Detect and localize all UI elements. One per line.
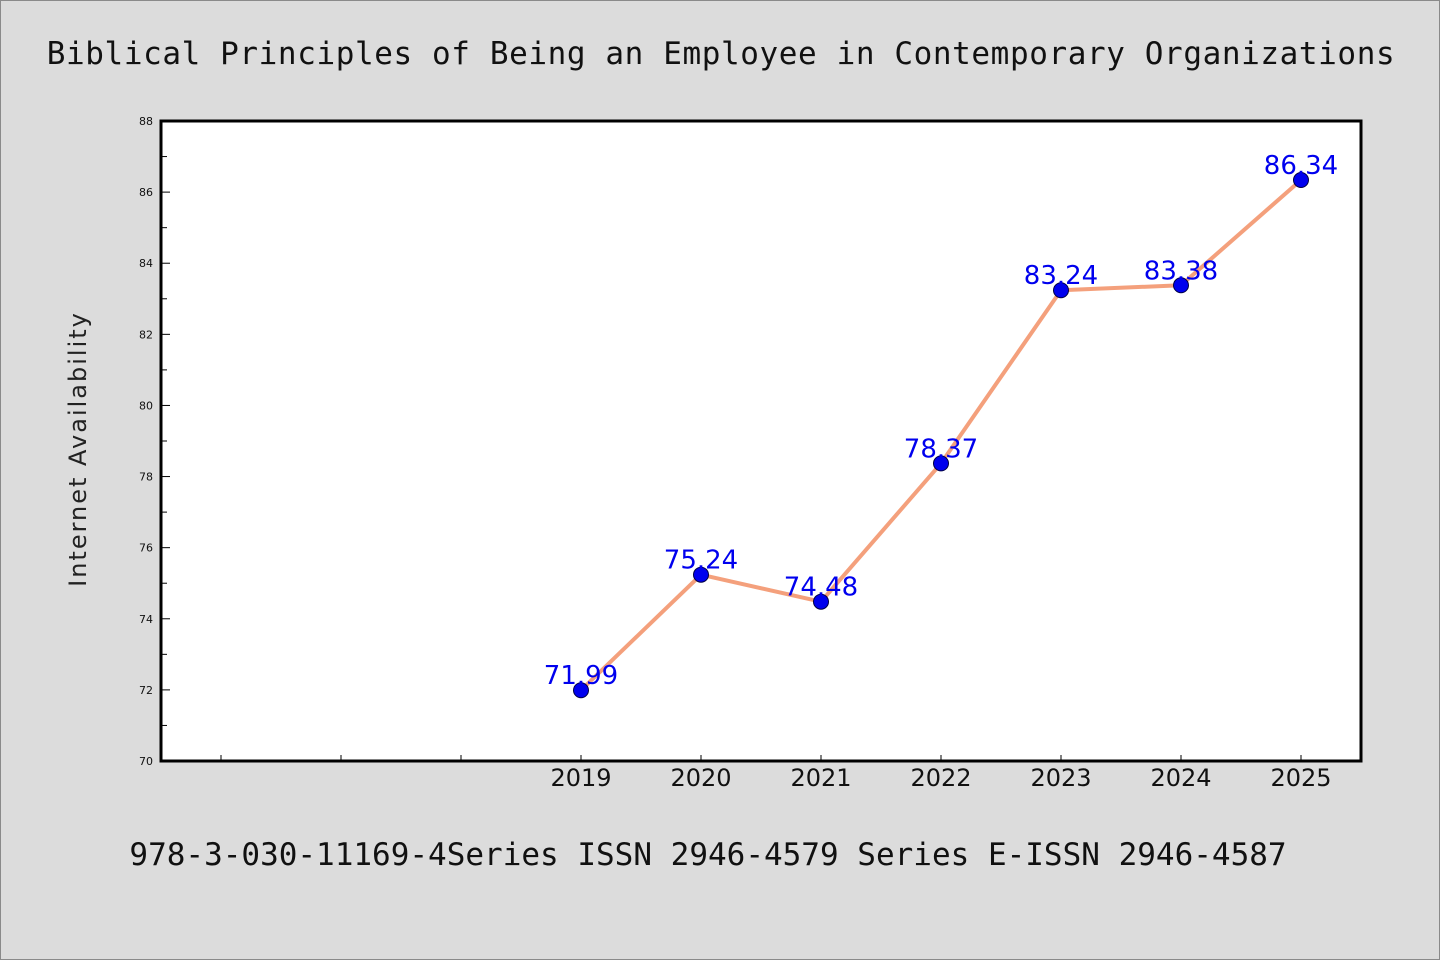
y-axis-label: Internet Availability <box>64 311 92 587</box>
x-tick-label: 2019 <box>550 764 611 792</box>
y-tick-label: 72 <box>139 684 153 697</box>
data-point <box>1293 172 1309 189</box>
x-tick-label: 2025 <box>1270 764 1331 792</box>
y-tick-label: 78 <box>139 471 153 484</box>
y-tick-label: 88 <box>139 115 153 128</box>
y-tick-label: 76 <box>139 542 153 555</box>
data-point <box>933 455 949 472</box>
y-tick-label: 70 <box>139 755 153 768</box>
x-tick-label: 2023 <box>1030 764 1091 792</box>
plot-area <box>159 119 1363 763</box>
x-axis: 2019 2020 2021 2022 2023 2024 2025 <box>220 755 1332 792</box>
y-axis: 70 72 74 76 78 80 82 84 86 88 <box>139 115 170 768</box>
y-tick-label: 86 <box>139 186 153 199</box>
data-label: 86.34 <box>1264 151 1338 181</box>
y-tick-label: 74 <box>139 613 153 626</box>
data-label: 75.24 <box>664 546 738 576</box>
data-label: 74.48 <box>784 573 858 603</box>
x-tick-label: 2024 <box>1150 764 1211 792</box>
y-tick-label: 84 <box>139 257 153 270</box>
data-label: 83.24 <box>1024 261 1098 291</box>
y-tick-label: 82 <box>139 328 153 341</box>
x-tick-label: 2020 <box>670 764 731 792</box>
x-tick-label: 2022 <box>910 764 971 792</box>
x-tick-label: 2021 <box>790 764 851 792</box>
chart-title: Biblical Principles of Being an Employee… <box>47 36 1395 72</box>
data-point <box>1053 282 1069 299</box>
data-point <box>1173 277 1189 294</box>
data-point <box>813 593 829 610</box>
chart-caption: 978-3-030-11169-4Series ISSN 2946-4579 S… <box>129 837 1286 873</box>
series-group: 71.99 75.24 74.48 78.37 83.24 83.38 86.34 <box>544 151 1338 699</box>
data-point <box>573 682 589 699</box>
y-tick-label: 80 <box>139 399 153 412</box>
data-label: 83.38 <box>1144 256 1218 286</box>
data-label: 78.37 <box>904 434 978 464</box>
data-label: 71.99 <box>544 661 618 691</box>
data-point <box>693 566 709 583</box>
